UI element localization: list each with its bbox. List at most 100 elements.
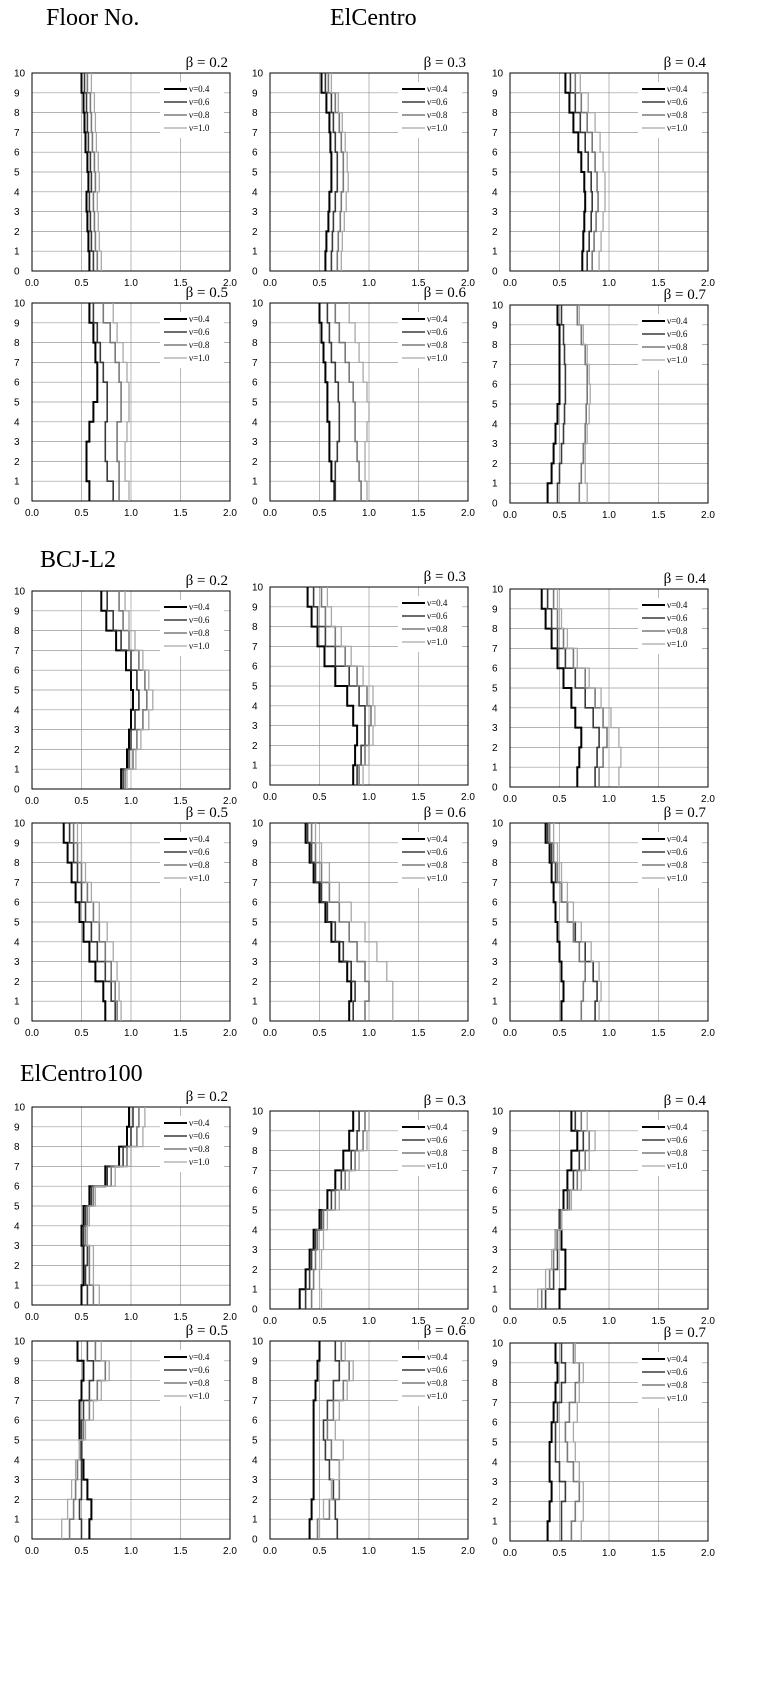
legend-box xyxy=(638,832,702,888)
legend-label: ν=0.6 xyxy=(189,1131,210,1141)
y-tick-label: 2 xyxy=(14,745,20,756)
y-tick-label: 2 xyxy=(492,743,498,754)
y-tick-label: 6 xyxy=(14,1182,20,1193)
panel-bcj-beta-0-6: 0 1 2 3 4 5 6 7 8 9 10 0.0 0.5 1.0 1.5 2.0 ν=0.4 ν=0.6 ν=0… xyxy=(238,798,476,1039)
y-tick-label: 1 xyxy=(252,1285,258,1296)
series-line xyxy=(348,303,370,501)
chart-svg: 0 1 2 3 4 5 6 7 8 9 10 0.0 0.5 1.0 1.5 2.0 ν=0.4 ν=0.6 ν=0… xyxy=(252,285,475,519)
y-tick-label: 3 xyxy=(14,437,20,448)
y-tick-label: 5 xyxy=(252,1436,258,1447)
series-line xyxy=(537,1111,596,1309)
legend-label: ν=0.6 xyxy=(189,327,210,337)
panel-bcj-beta-0-3: 0 1 2 3 4 5 6 7 8 9 10 0.0 0.5 1.0 1.5 2.0 ν=0.4 ν=0.6 ν=0… xyxy=(238,562,476,803)
legend-label: ν=1.0 xyxy=(667,639,688,649)
legend-label: ν=0.4 xyxy=(189,314,210,324)
x-tick-label: 2.0 xyxy=(461,792,475,803)
x-tick-label: 0.0 xyxy=(25,1028,39,1039)
y-tick-label: 10 xyxy=(252,583,264,594)
x-tick-label: 2.0 xyxy=(461,508,475,519)
y-tick-label: 8 xyxy=(14,1142,20,1153)
y-tick-label: 10 xyxy=(252,819,264,830)
y-tick-label: 4 xyxy=(14,417,20,428)
y-tick-label: 9 xyxy=(14,88,20,99)
y-tick-label: 5 xyxy=(252,168,258,179)
y-tick-label: 8 xyxy=(252,1146,258,1157)
y-tick-label: 3 xyxy=(492,207,498,218)
legend-label: ν=1.0 xyxy=(427,353,448,363)
x-tick-label: 2.0 xyxy=(701,278,715,289)
panel-title: β = 0.4 xyxy=(664,55,707,71)
plot-frame xyxy=(269,586,469,786)
y-tick-label: 2 xyxy=(492,227,498,238)
y-tick-label: 8 xyxy=(492,858,498,869)
panel-title: β = 0.7 xyxy=(664,805,707,821)
series-line xyxy=(327,73,345,271)
x-tick-label: 1.5 xyxy=(412,792,426,803)
y-tick-label: 5 xyxy=(14,168,20,179)
legend-label: ν=1.0 xyxy=(189,353,210,363)
series-line xyxy=(86,73,99,271)
legend-box xyxy=(398,1120,462,1176)
legend-label: ν=0.8 xyxy=(667,342,688,352)
plot-frame xyxy=(31,1106,231,1306)
y-tick-label: 1 xyxy=(252,997,258,1008)
y-tick-label: 9 xyxy=(492,320,498,331)
x-tick-label: 1.0 xyxy=(362,1316,376,1327)
series-line xyxy=(572,1343,584,1541)
legend-box xyxy=(638,1352,702,1408)
y-tick-label: 6 xyxy=(252,662,258,673)
series-line xyxy=(540,589,583,787)
y-tick-label: 5 xyxy=(14,398,20,409)
y-tick-label: 8 xyxy=(14,1376,20,1387)
x-tick-label: 0.0 xyxy=(503,1316,517,1327)
panel-title: β = 0.2 xyxy=(186,55,228,71)
panel-title: β = 0.7 xyxy=(664,1325,707,1341)
legend-label: ν=0.8 xyxy=(189,1144,210,1154)
series-line xyxy=(124,591,154,789)
panel-title: β = 0.3 xyxy=(424,1093,466,1109)
legend-label: ν=1.0 xyxy=(427,123,448,133)
x-tick-label: 1.5 xyxy=(412,1028,426,1039)
y-tick-label: 1 xyxy=(14,247,20,258)
y-tick-label: 2 xyxy=(252,227,258,238)
panel-bcj-beta-0-2: 0 1 2 3 4 5 6 7 8 9 10 0.0 0.5 1.0 1.5 2.0 ν=0.4 ν=0.6 ν=0… xyxy=(0,566,238,807)
y-tick-label: 4 xyxy=(492,1225,498,1236)
series-line xyxy=(554,1343,567,1541)
y-tick-label: 5 xyxy=(492,168,498,179)
y-tick-label: 10 xyxy=(14,587,26,598)
y-tick-label: 9 xyxy=(252,88,258,99)
plot-frame xyxy=(31,822,231,1022)
y-tick-label: 1 xyxy=(492,479,498,490)
series-line xyxy=(318,1341,354,1539)
x-tick-label: 0.0 xyxy=(263,508,277,519)
legend-label: ν=0.8 xyxy=(189,110,210,120)
y-tick-label: 8 xyxy=(14,108,20,119)
x-tick-label: 1.0 xyxy=(124,1312,138,1323)
y-tick-label: 7 xyxy=(492,878,498,889)
series-line xyxy=(574,73,599,271)
plot-frame xyxy=(269,302,469,502)
panel-title: β = 0.5 xyxy=(186,1323,228,1339)
series-line xyxy=(324,73,339,271)
legend-label: ν=0.4 xyxy=(189,84,210,94)
series-line xyxy=(92,303,114,501)
series-line xyxy=(576,305,588,503)
y-tick-label: 9 xyxy=(252,1126,258,1137)
y-tick-label: 1 xyxy=(252,247,258,258)
y-tick-label: 6 xyxy=(14,378,20,389)
y-tick-label: 1 xyxy=(252,1515,258,1526)
panel-elcentro100-beta-0-7: 0 1 2 3 4 5 6 7 8 9 10 0.0 0.5 1.0 1.5 2.0 ν=0.4 ν=0.6 ν=0… xyxy=(478,1318,716,1559)
panel-title: β = 0.4 xyxy=(664,1093,707,1109)
y-tick-label: 3 xyxy=(252,721,258,732)
x-tick-label: 0.5 xyxy=(75,508,89,519)
y-tick-label: 7 xyxy=(14,128,20,139)
chart-svg: 0 1 2 3 4 5 6 7 8 9 10 0.0 0.5 1.0 1.5 2.0 ν=0.4 ν=0.6 ν=0… xyxy=(492,1093,715,1327)
y-tick-label: 8 xyxy=(14,858,20,869)
y-tick-label: 10 xyxy=(492,819,504,830)
panel-title: β = 0.7 xyxy=(664,287,707,303)
x-tick-label: 1.0 xyxy=(602,1316,616,1327)
y-tick-label: 9 xyxy=(492,1126,498,1137)
series-line xyxy=(102,303,122,501)
panel-elcentro-beta-0-6: 0 1 2 3 4 5 6 7 8 9 10 0.0 0.5 1.0 1.5 2.0 ν=0.4 ν=0.6 ν=0… xyxy=(238,278,476,519)
y-tick-label: 8 xyxy=(252,108,258,119)
